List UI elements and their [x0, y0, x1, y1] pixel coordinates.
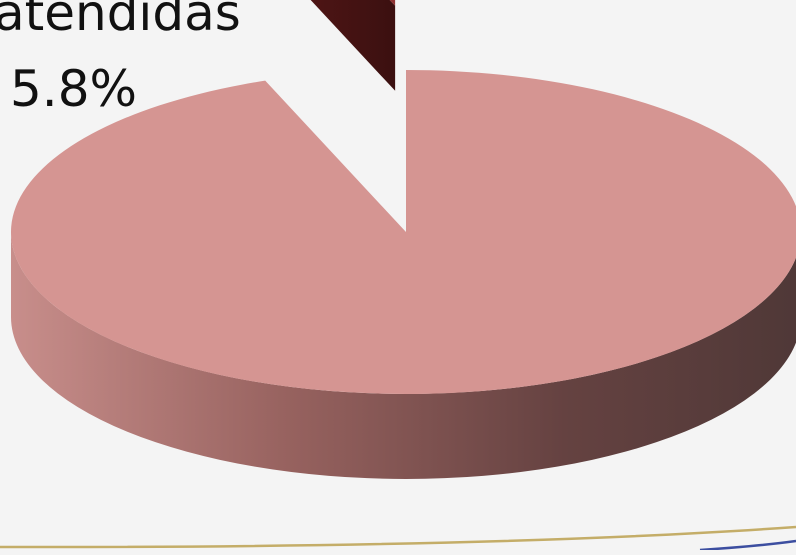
decorative-line-gold — [0, 525, 796, 549]
slice-label-category: atendidas — [0, 0, 241, 42]
pie-slice-exploded — [389, 0, 396, 6]
pie-slice-main — [11, 70, 796, 394]
pie-slice-side — [11, 232, 796, 479]
slice-label-percent: 5.8% — [10, 60, 138, 118]
decorative-line-blue — [699, 539, 796, 552]
pie-slice-exploded-face — [310, 0, 396, 91]
